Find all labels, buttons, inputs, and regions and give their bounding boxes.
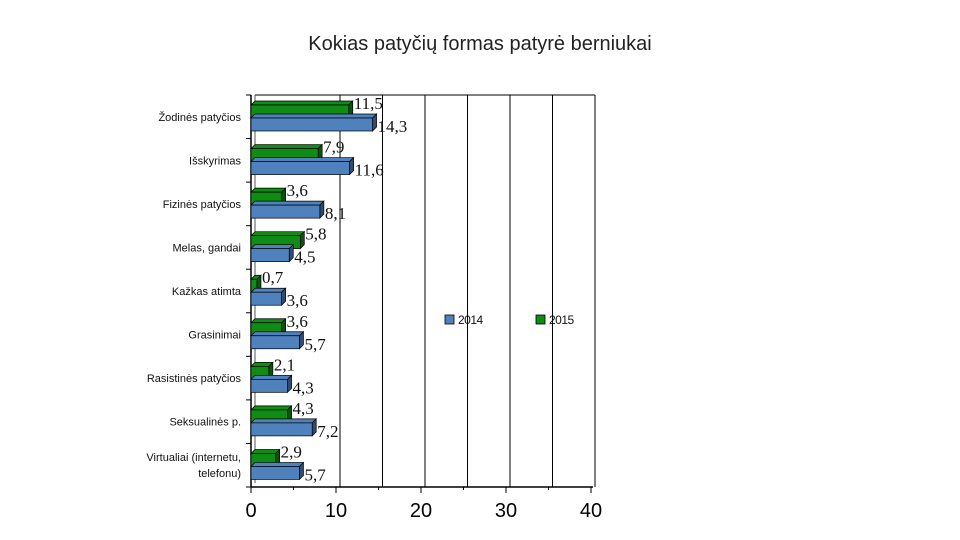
legend-label: 2015 — [549, 313, 575, 327]
data-label-2014: 3,6 — [287, 291, 308, 310]
category-label: Rasistinės patyčios — [147, 373, 242, 385]
bar-2014 — [250, 248, 290, 263]
x-tick-label: 30 — [495, 500, 517, 522]
bar-2014-top — [250, 113, 378, 119]
data-label-2015: 5,8 — [305, 225, 326, 244]
category-label: Kažkas atimta — [172, 286, 242, 298]
bar-2014 — [250, 335, 300, 350]
bar-2014 — [250, 161, 350, 175]
category-label: telefonu) — [198, 468, 241, 480]
data-label-2014: 14,3 — [378, 117, 408, 136]
x-tick-label: 10 — [325, 500, 347, 522]
bar-2014 — [250, 291, 282, 306]
bar-2015-top — [250, 318, 287, 324]
bar-2015-top — [250, 144, 323, 149]
data-label-2015: 11,5 — [354, 94, 383, 113]
bar-2014-top — [250, 331, 305, 337]
category-label: Grasinimai — [188, 330, 241, 342]
category-label: Virtualiai (internetu, — [146, 452, 241, 464]
category-label: Seksualinės p. — [169, 417, 241, 429]
bar-2014 — [250, 378, 288, 393]
legend-label: 2014 — [458, 313, 484, 327]
bar-2015-top — [250, 449, 281, 454]
bar-2014-top — [250, 418, 318, 424]
bar-2015-top — [250, 231, 306, 237]
bar-2014-top — [250, 374, 293, 380]
data-label-2015: 0,7 — [262, 268, 284, 287]
x-tick-label: 40 — [580, 500, 602, 522]
bar-2014-top — [250, 157, 355, 162]
bar-2015-top — [250, 405, 293, 411]
data-label-2015: 4,3 — [293, 399, 314, 418]
slide-title: Kokias patyčių formas patyrė berniukai — [308, 33, 652, 55]
bar-2015-top — [250, 100, 354, 106]
legend-swatch — [535, 314, 546, 325]
data-label-2015: 3,6 — [287, 312, 308, 331]
bar-2014-top — [250, 462, 305, 467]
data-label-2014: 5,7 — [304, 465, 326, 484]
bar-2014 — [250, 422, 313, 437]
data-label-2014: 7,2 — [317, 422, 338, 441]
data-label-2015: 2,9 — [281, 442, 302, 461]
data-label-2014: 4,3 — [293, 378, 314, 397]
category-label: Žodinės patyčios — [158, 111, 241, 124]
category-label: Fizinės patyčios — [163, 199, 242, 211]
x-tick-label: 0 — [245, 500, 256, 522]
data-label-2014: 4,5 — [294, 248, 315, 267]
data-label-2014: 8,1 — [325, 204, 346, 223]
category-label: Išskyrimas — [189, 155, 241, 167]
data-label-2014: 5,7 — [304, 335, 326, 354]
bar-2014-top — [250, 244, 295, 250]
bar-2014-top — [250, 200, 325, 206]
data-label-2015: 2,1 — [274, 355, 295, 374]
data-label-2015: 3,6 — [287, 181, 308, 200]
bar-2015-top — [250, 187, 287, 193]
bar-2014 — [250, 204, 321, 219]
data-label-2014: 11,6 — [355, 161, 384, 180]
x-tick-label: 20 — [410, 500, 432, 522]
bar-2014 — [250, 117, 373, 132]
data-label-2015: 7,9 — [323, 138, 344, 157]
category-label: Melas, gandai — [173, 242, 242, 254]
legend-swatch — [444, 314, 455, 325]
bar-2014 — [250, 466, 300, 480]
bar-2014-top — [250, 287, 287, 293]
